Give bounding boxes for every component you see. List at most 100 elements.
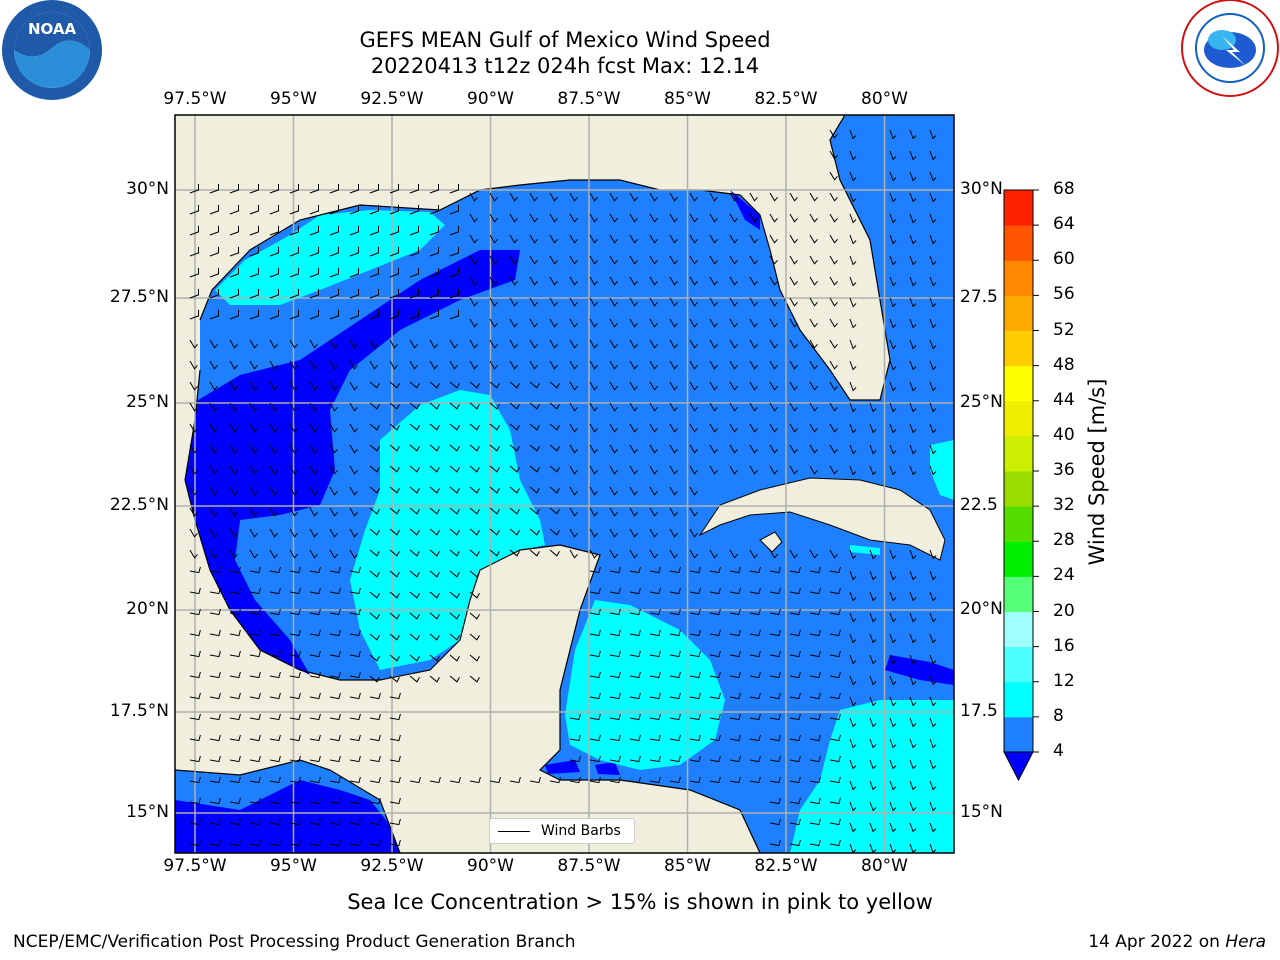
wind-barb: [209, 423, 218, 433]
wind-barb: [429, 246, 439, 257]
wind-barb: [549, 528, 560, 536]
wind-barb: [729, 549, 738, 559]
wind-barb: [449, 465, 460, 473]
wind-barb: [489, 549, 500, 557]
wind-barb: [349, 839, 361, 847]
wind-barb: [269, 650, 281, 658]
wind-barb: [769, 339, 778, 349]
wind-barb: [769, 671, 781, 679]
wind-barb: [729, 213, 738, 223]
wind-barb: [389, 633, 400, 641]
wind-barb: [749, 276, 758, 286]
wind-barb: [849, 255, 857, 266]
wind-barb: [229, 713, 241, 721]
wind-barb: [529, 339, 538, 349]
wind-barb: [209, 246, 219, 257]
wind-barb: [429, 339, 438, 349]
wind-barb: [889, 549, 897, 560]
wind-barb: [929, 717, 937, 728]
wind-barb: [689, 587, 701, 595]
wind-barb: [649, 692, 661, 700]
wind-barb: [309, 423, 318, 433]
colorbar-tick-label: 40: [1053, 424, 1075, 445]
colorbar-extend-arrow: [1003, 751, 1034, 782]
wind-barb: [529, 234, 538, 244]
colorbar-bin: [1004, 190, 1033, 226]
colorbar-bin: [1004, 260, 1033, 296]
wind-barb: [289, 204, 299, 215]
wind-barb: [389, 288, 399, 299]
wind-barb: [429, 288, 439, 299]
wind-barb: [849, 297, 857, 308]
wind-barb: [609, 713, 621, 721]
wind-barb: [849, 633, 857, 644]
wind-barb: [189, 288, 199, 299]
wind-barb: [929, 234, 937, 245]
dark-band-west: [185, 250, 520, 675]
wind-barb: [329, 755, 341, 763]
wind-barb: [189, 650, 201, 658]
wind-barb: [329, 797, 341, 805]
wind-barb: [249, 566, 261, 574]
wind-barb: [769, 650, 781, 658]
wind-barb: [789, 255, 798, 265]
wind-barb: [189, 755, 201, 763]
wind-barb: [189, 608, 201, 616]
wind-barb: [449, 633, 460, 641]
wind-barb: [469, 297, 478, 307]
wind-barb: [489, 402, 500, 410]
wind-barb: [269, 713, 281, 721]
wind-barb: [929, 675, 937, 686]
wind-barb: [669, 528, 678, 538]
wind-barb: [469, 570, 480, 578]
wind-barb: [349, 360, 358, 370]
wind-barb: [809, 402, 818, 412]
wind-barb: [389, 465, 400, 473]
wind-barb: [249, 818, 261, 826]
wind-barb: [249, 444, 258, 454]
wind-barb: [249, 528, 258, 538]
wind-barb: [929, 381, 937, 392]
wind-barb: [749, 381, 758, 391]
wind-barb: [729, 776, 741, 784]
wind-barb: [869, 549, 877, 560]
wind-barb: [689, 566, 701, 574]
wind-barb: [449, 654, 460, 662]
lat-label-right: 17.5: [960, 701, 998, 721]
wind-barb: [609, 528, 618, 538]
wind-barb: [749, 629, 761, 637]
wind-barb: [449, 246, 459, 257]
wind-barb: [929, 549, 937, 560]
wind-barb: [589, 318, 598, 328]
wind-barb: [289, 671, 301, 679]
wind-barb: [789, 692, 801, 700]
colorbar-bin: [1004, 716, 1033, 753]
wind-barb: [309, 225, 319, 236]
wind-barb: [369, 507, 380, 515]
wind-barb: [709, 608, 721, 616]
wind-barb: [629, 381, 638, 391]
wind-barb: [369, 549, 380, 557]
wind-barb: [489, 234, 498, 244]
wind-barb: [929, 444, 937, 455]
wind-barb: [649, 402, 658, 412]
wind-barb: [309, 755, 321, 763]
wind-barb: [289, 566, 301, 574]
wind-barb: [769, 423, 778, 433]
wind-barb: [669, 276, 678, 286]
wind-barb: [469, 192, 478, 202]
wind-barb: [849, 570, 857, 581]
wind-barb: [229, 465, 238, 475]
wind-barb: [829, 360, 838, 370]
wind-barb: [749, 213, 758, 223]
wind-barb: [469, 381, 480, 389]
wind-barb: [229, 839, 241, 847]
wind-barb: [729, 423, 738, 433]
wind-barb: [289, 267, 299, 278]
wind-barb: [369, 776, 381, 784]
wind-barb: [789, 297, 798, 307]
wind-barb: [289, 507, 298, 517]
wind-barb: [349, 608, 361, 616]
wind-barb: [889, 822, 897, 833]
wind-barb: [569, 339, 578, 349]
